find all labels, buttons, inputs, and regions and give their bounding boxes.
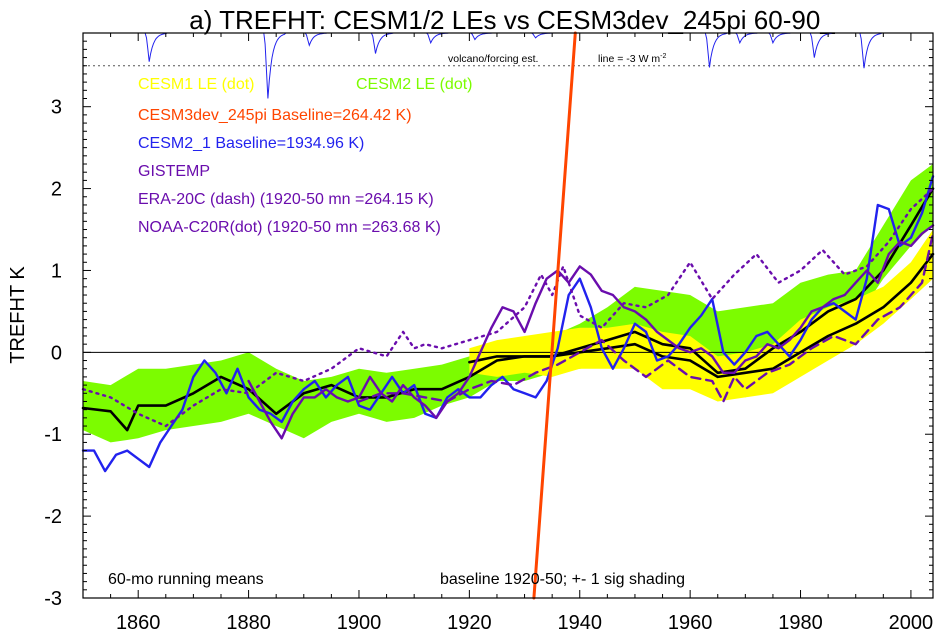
- volcano-forcing-label: volcano/forcing est.: [448, 53, 538, 65]
- x-tick-label-1920: 1920: [447, 612, 492, 634]
- tick-labels: 1860 1880 1900 1920 1940 1960 1980 2000 -3 -2 -1 0 1…: [44, 97, 933, 634]
- legend-cesm3dev: CESM3dev_245pi Baseline=264.42 K): [138, 107, 412, 124]
- series-lines: [81, 31, 935, 600]
- x-tick-label-1860: 1860: [116, 612, 161, 634]
- x-tick-label-2000: 2000: [889, 612, 934, 634]
- y-tick-label-2: 2: [51, 179, 62, 201]
- y-tick-label-1: 1: [51, 260, 62, 282]
- x-tick-label-1940: 1940: [558, 612, 603, 634]
- baseline-note: baseline 1920-50; +- 1 sig shading: [440, 571, 685, 588]
- legend-era20c: ERA-20C (dash) (1920-50 mn =264.15 K): [138, 191, 434, 208]
- plot-frame: [82, 32, 934, 599]
- forcing-line-label-sup: -2: [660, 53, 666, 60]
- y-tick-label--1: -1: [44, 424, 62, 446]
- series-line-cesm1-le-mean-1: [468, 252, 935, 379]
- y-axis-label: TREFHT K: [7, 266, 29, 364]
- legend-noaa-c20r: NOAA-C20R(dot) (1920-50 mn =263.68 K): [138, 219, 441, 236]
- forcing-line-label: line = -3 W m-2: [598, 53, 666, 65]
- x-tick-label-1960: 1960: [668, 612, 713, 634]
- series-line-noaa-c20r-dot-1920-50-mn-263-68-k-5: [81, 187, 935, 428]
- legend-cesm2-1: CESM2_1 Baseline=1934.96 K): [138, 135, 364, 152]
- x-tick-label-1880: 1880: [226, 612, 271, 634]
- chart-title: a) TREFHT: CESM1/2 LEs vs CESM3dev_245pi…: [189, 5, 835, 35]
- legend-cesm2-le: CESM2 LE (dot): [356, 76, 472, 93]
- axes: [82, 32, 934, 599]
- series-line-cesm3dev-245pi-baseline-264-42-k-6: [532, 31, 577, 600]
- x-tick-label-1980: 1980: [778, 612, 823, 634]
- running-means-note: 60-mo running means: [108, 571, 264, 588]
- legend-cesm1-le: CESM1 LE (dot): [138, 76, 254, 93]
- y-tick-label--2: -2: [44, 506, 62, 528]
- x-tick-label-1900: 1900: [337, 612, 382, 634]
- series-line-gistemp-3: [247, 224, 935, 440]
- legend: CESM1 LE (dot) CESM2 LE (dot) CESM3dev_2…: [138, 76, 472, 236]
- forcing-line-label-main: line = -3 W m: [598, 53, 660, 65]
- y-tick-label-0: 0: [51, 342, 62, 364]
- band-cesm1-le-dot: [469, 229, 933, 402]
- series-line-era-20c-dash-1920-50-mn-264-15-k-4: [357, 232, 935, 403]
- legend-gistemp: GISTEMP: [138, 163, 210, 180]
- y-tick-label-3: 3: [51, 97, 62, 119]
- y-tick-label--3: -3: [44, 588, 62, 610]
